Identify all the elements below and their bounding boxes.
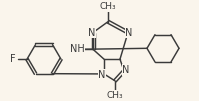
Text: CH₃: CH₃ xyxy=(107,91,123,100)
Text: CH₃: CH₃ xyxy=(100,2,116,11)
Text: NH: NH xyxy=(70,44,84,54)
Text: N: N xyxy=(88,28,96,38)
Text: N: N xyxy=(122,65,130,75)
Text: F: F xyxy=(10,54,16,64)
Text: N: N xyxy=(125,28,133,38)
Text: N: N xyxy=(98,70,106,80)
